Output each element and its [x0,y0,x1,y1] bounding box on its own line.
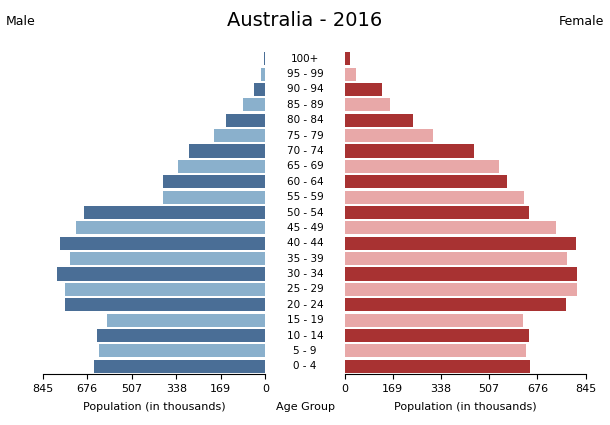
Bar [345,344,526,357]
Bar [254,83,265,96]
Bar [345,68,356,81]
Bar [345,175,507,188]
Bar [97,329,265,342]
Text: 10 - 14: 10 - 14 [287,331,323,340]
Bar [345,298,565,312]
Bar [345,237,576,250]
Text: 100+: 100+ [291,54,319,64]
Text: 40 - 44: 40 - 44 [287,238,323,248]
Text: 30 - 34: 30 - 34 [287,269,323,279]
Text: Age Group: Age Group [276,402,334,412]
Bar [345,221,556,235]
Bar [345,252,567,265]
Text: 5 - 9: 5 - 9 [293,346,317,356]
Text: 60 - 64: 60 - 64 [287,177,323,187]
Text: Male: Male [6,14,36,28]
Bar [243,98,265,111]
Bar [107,314,265,327]
Bar [163,190,265,204]
Bar [264,52,265,65]
Bar [189,144,265,158]
Bar [99,344,265,357]
Bar [226,113,265,127]
Text: 70 - 74: 70 - 74 [287,146,323,156]
Bar [345,267,577,280]
Text: Population (in thousands): Population (in thousands) [83,402,225,412]
Text: 55 - 59: 55 - 59 [287,192,323,202]
Text: 95 - 99: 95 - 99 [287,69,323,79]
Bar [260,68,265,81]
Text: 90 - 94: 90 - 94 [287,85,323,94]
Bar [345,113,413,127]
Text: 45 - 49: 45 - 49 [287,223,323,233]
Text: 50 - 54: 50 - 54 [287,207,323,218]
Text: 80 - 84: 80 - 84 [287,115,323,125]
Bar [345,144,475,158]
Text: Population (in thousands): Population (in thousands) [394,402,536,412]
Bar [84,206,265,219]
Text: 75 - 79: 75 - 79 [287,130,323,141]
Text: 85 - 89: 85 - 89 [287,100,323,110]
Text: 20 - 24: 20 - 24 [287,300,323,310]
Bar [345,129,433,142]
Bar [60,237,265,250]
Bar [65,283,265,296]
Text: 0 - 4: 0 - 4 [293,361,317,371]
Bar [345,283,577,296]
Bar [178,160,265,173]
Bar [345,314,523,327]
Text: 65 - 69: 65 - 69 [287,162,323,171]
Text: Australia - 2016: Australia - 2016 [228,11,382,30]
Bar [57,267,265,280]
Bar [65,298,265,312]
Bar [76,221,265,235]
Bar [345,83,382,96]
Bar [345,98,390,111]
Text: 25 - 29: 25 - 29 [287,284,323,295]
Bar [214,129,265,142]
Bar [345,52,350,65]
Bar [163,175,265,188]
Text: 15 - 19: 15 - 19 [287,315,323,325]
Bar [345,329,529,342]
Bar [345,190,524,204]
Text: 35 - 39: 35 - 39 [287,254,323,264]
Bar [345,160,498,173]
Bar [94,360,265,373]
Bar [345,360,530,373]
Bar [70,252,265,265]
Text: Female: Female [559,14,604,28]
Bar [345,206,529,219]
